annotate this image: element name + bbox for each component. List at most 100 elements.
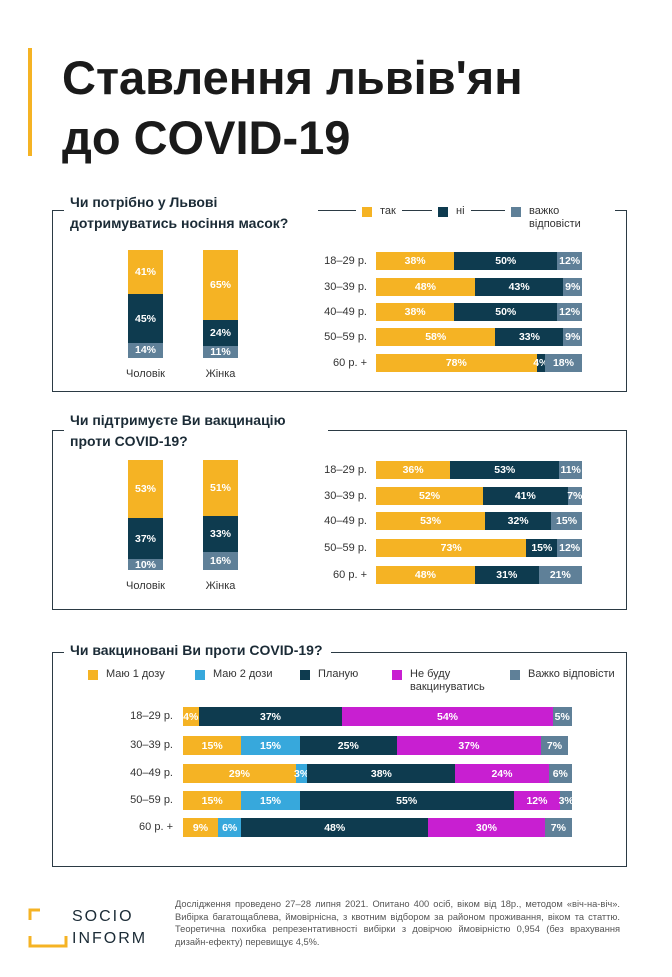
legend-label: важко відповісти [529, 205, 581, 230]
value-label: 11% [210, 346, 231, 359]
value-label: 51% [209, 482, 231, 495]
value-label: 25% [337, 739, 359, 752]
value-label: 6% [552, 767, 568, 780]
section-frame [52, 210, 627, 392]
bar-segment: 54% [342, 707, 553, 726]
question: Чи підтримуєте Ви вакцинацію проти COVID… [64, 410, 328, 452]
legend-item: Маю 2 дози [189, 668, 279, 681]
bar-segment: 25% [299, 736, 397, 755]
legend-swatch [300, 670, 310, 680]
value-label: 21% [549, 569, 571, 581]
value-label: 31% [496, 569, 518, 581]
bar-segment: 15% [241, 736, 300, 755]
legend-label: Маю 1 дозу [106, 668, 165, 680]
bar-segment: 24% [455, 764, 549, 783]
value-label: 15% [556, 515, 578, 527]
bar-segment: 48% [376, 566, 475, 584]
question: Чи вакциновані Ви проти COVID-19? [64, 640, 331, 661]
bar-segment: 58% [376, 328, 496, 346]
title: Ставлення львів'ян до COVID-19 [62, 48, 523, 168]
value-label: 73% [440, 542, 462, 554]
value-label: 15% [531, 542, 553, 554]
column-segment: 33% [203, 516, 238, 553]
bar-segment: 12% [513, 791, 561, 810]
legend-swatch [362, 207, 372, 217]
row-label: 50–59 р. [130, 794, 173, 806]
category-label: Чоловік [126, 580, 165, 592]
row-label: 40–49 р. [130, 767, 173, 779]
value-label: 4% [183, 710, 199, 723]
value-label: 7% [546, 739, 563, 752]
value-label: 52% [419, 490, 441, 502]
legend-swatch [88, 670, 98, 680]
bar-segment: 29% [183, 764, 296, 783]
bar-segment: 36% [376, 461, 451, 479]
legend-item: так [356, 205, 402, 218]
value-label: 53% [494, 464, 516, 476]
value-label: 33% [518, 331, 540, 343]
bar-segment: 21% [538, 566, 582, 584]
value-label: 12% [559, 542, 581, 554]
value-label: 30% [475, 821, 497, 834]
value-label: 41% [134, 266, 156, 279]
value-label: 38% [370, 767, 392, 780]
column-segment: 37% [128, 518, 163, 559]
row-label: 18–29 р. [130, 710, 173, 722]
logo-text: INFORM [72, 930, 148, 947]
row-label: 40–49 р. [324, 515, 367, 527]
bar-segment: 38% [376, 252, 455, 270]
value-label: 54% [437, 710, 459, 723]
category-label: Жінка [205, 368, 236, 380]
bar-segment: 48% [241, 818, 429, 837]
column-segment: 53% [128, 460, 163, 519]
bar-segment: 7% [540, 736, 569, 755]
bar-segment: 31% [474, 566, 539, 584]
value-label: 12% [526, 794, 548, 807]
bar-segment: 18% [544, 354, 582, 372]
bar-segment: 15% [526, 539, 558, 557]
bar-segment: 12% [557, 539, 582, 557]
value-label: 33% [209, 528, 231, 541]
bar-segment: 15% [183, 736, 242, 755]
value-label: 4% [533, 357, 549, 369]
bar-segment: 33% [495, 328, 564, 346]
row-label: 30–39 р. [324, 281, 367, 293]
value-label: 6% [222, 821, 238, 834]
legend-swatch [392, 670, 402, 680]
value-label: 43% [508, 281, 530, 293]
row-label: 30–39 р. [324, 490, 367, 502]
bar-segment: 37% [198, 707, 343, 726]
value-label: 24% [209, 327, 231, 340]
logo-text: SOCIO [72, 908, 134, 925]
value-label: 41% [514, 490, 536, 502]
value-label: 29% [228, 767, 250, 780]
row-label: 18–29 р. [324, 464, 367, 476]
value-label: 32% [507, 515, 529, 527]
legend-label: Важко відповісти [528, 668, 615, 680]
category-label: Чоловік [126, 368, 165, 380]
category-label: Жінка [205, 580, 236, 592]
section-frame [52, 652, 627, 867]
value-label: 9% [565, 331, 581, 343]
bar-segment: 11% [559, 461, 582, 479]
value-label: 9% [192, 821, 209, 834]
column-segment: 65% [203, 250, 238, 321]
bar-segment: 6% [218, 818, 242, 837]
row-label: 50–59 р. [324, 331, 367, 343]
title-line: до COVID-19 [62, 111, 351, 164]
row-label: 60 р. + [333, 569, 367, 581]
value-label: 5% [554, 710, 570, 723]
bar-segment: 9% [563, 278, 582, 296]
row-label: 18–29 р. [324, 255, 367, 267]
bar-segment: 38% [307, 764, 456, 783]
bar-segment: 7% [567, 487, 582, 505]
column-segment: 11% [203, 346, 238, 358]
value-label: 38% [404, 306, 426, 318]
legend-item: ні [432, 205, 471, 218]
bar-segment: 50% [454, 252, 558, 270]
bar-segment: 73% [376, 539, 527, 557]
bar-segment: 41% [483, 487, 568, 505]
value-label: 10% [134, 558, 156, 571]
column-segment: 10% [128, 558, 163, 571]
legend-item: Не буду вакцинуватись [386, 668, 516, 694]
